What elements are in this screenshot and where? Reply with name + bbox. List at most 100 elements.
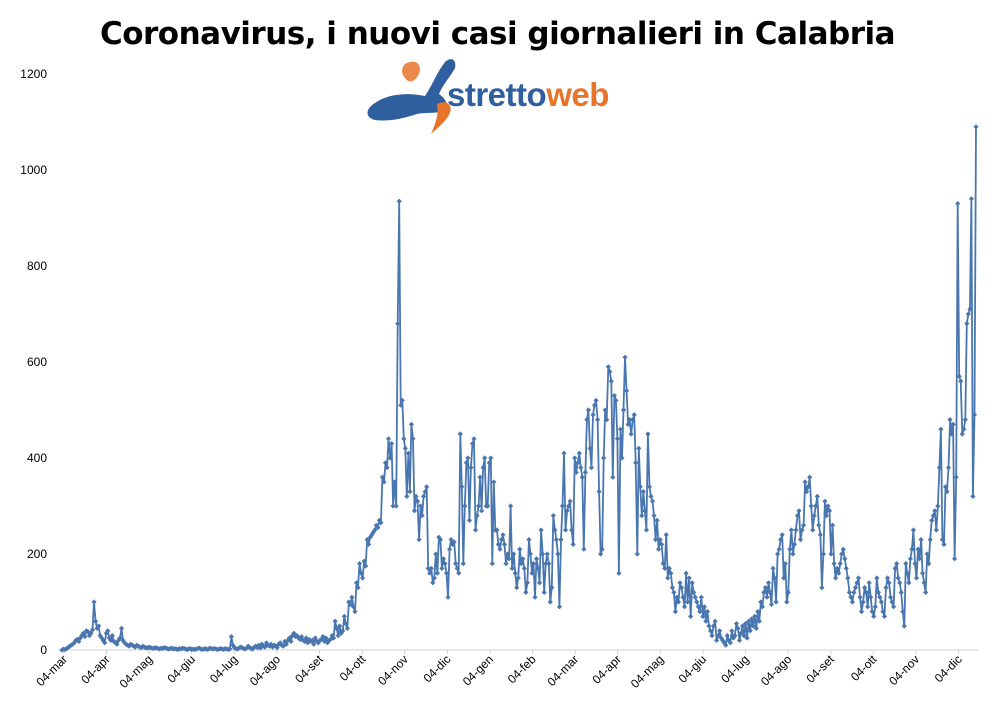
data-point [677,580,683,586]
data-point [715,633,721,639]
data-point [736,637,743,643]
data-point [373,522,379,528]
data-point [334,625,340,631]
data-point [623,388,630,394]
data-point [614,436,621,442]
data-point [738,630,744,636]
data-point [489,561,495,567]
data-point [305,640,311,646]
data-point [468,465,474,471]
data-point [894,561,900,567]
data-point [646,484,653,490]
data-point [659,541,665,547]
data-point [640,489,646,495]
data-point [443,570,450,576]
data-point [967,306,973,312]
x-axis: 04-mar 04-apr 04-mag 04-giu 04-lug 04-ago 04-s… [33,650,965,691]
data-point [918,537,924,543]
data-point [921,580,927,586]
data-point [401,436,407,442]
data-point [543,561,549,567]
data-point [92,618,99,624]
data-point [732,633,738,639]
data-point [445,594,451,600]
data-point [547,599,553,605]
data-point [831,561,837,567]
data-point [839,551,845,557]
data-point [642,508,648,514]
data-point [613,397,619,403]
data-point [694,599,700,605]
data-point [298,633,305,640]
data-point [382,460,389,466]
data-point [729,628,735,634]
data-point [796,508,802,514]
data-point [263,640,270,646]
data-point [538,527,544,533]
data-point [739,623,746,629]
data-point [421,493,427,499]
data-point [494,527,500,533]
data-point [469,441,476,447]
data-point [860,599,866,605]
data-point [912,561,918,567]
data-point [355,585,361,591]
data-point [390,503,396,509]
data-point [648,493,654,499]
data-point [964,321,970,327]
data-point [582,469,588,475]
data-point [775,551,781,557]
logo-text-part1: stretto [447,76,547,113]
data-point [466,517,473,523]
data-point [402,445,408,451]
data-point [504,551,511,557]
data-point [503,561,509,567]
data-point [88,630,94,636]
data-point [424,484,430,490]
data-point [544,551,550,557]
data-point [744,635,750,641]
data-point [936,465,942,471]
data-point [845,575,851,581]
data-point [952,556,958,562]
data-point [462,503,468,509]
data-point [579,474,585,480]
data-point [889,599,895,605]
data-point [697,609,703,615]
data-point [553,537,559,543]
data-point [268,641,274,647]
data-point [735,625,741,631]
data-point [913,575,920,581]
data-point [288,638,294,644]
data-point [692,594,698,600]
data-point [94,625,100,631]
data-point [886,580,892,586]
data-point [559,503,566,509]
data-point [602,407,608,413]
data-point [843,565,849,571]
data-point [541,589,547,595]
data-point [555,551,561,557]
data-point [506,556,512,562]
data-point [666,565,672,571]
data-point [755,609,761,615]
data-point [549,585,555,591]
data-point [370,529,376,535]
data-point [805,484,811,490]
data-point [663,532,669,538]
data-point [941,541,947,547]
data-point [91,599,97,605]
data-point [756,618,762,624]
data-point [901,623,907,629]
data-point [523,589,529,595]
x-tick-label: 04-set [292,652,326,686]
data-point [372,527,378,533]
data-point [814,493,820,499]
data-point [961,426,967,432]
data-point [488,455,494,461]
data-point [930,513,936,519]
data-point [631,412,637,418]
data-point [573,469,579,475]
data-point [782,561,788,567]
data-point [594,417,601,423]
